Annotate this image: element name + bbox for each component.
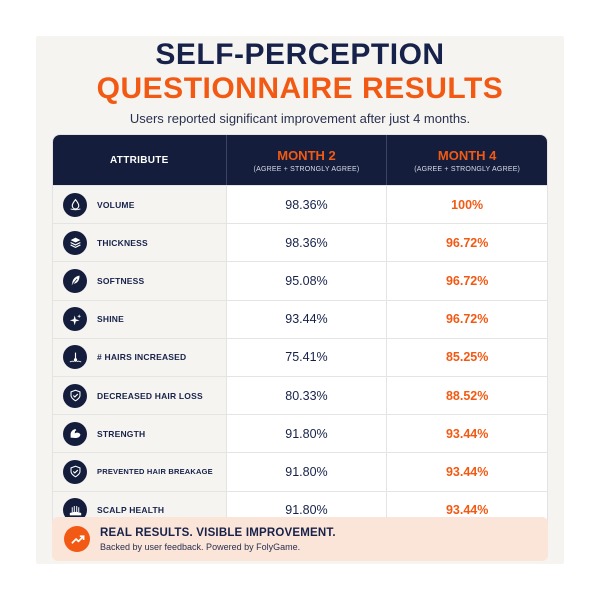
attribute-cell: SOFTNESS [53, 262, 226, 300]
month4-value: 85.25% [386, 338, 547, 376]
month2-value: 98.36% [225, 186, 387, 224]
table-row: SOFTNESS 95.08% 96.72% [53, 261, 547, 300]
attribute-label: VOLUME [97, 199, 135, 210]
month2-value: 98.36% [225, 224, 387, 262]
table-row: VOLUME 98.36% 100% [53, 185, 547, 224]
results-table: ATTRIBUTE MONTH 2 (AGREE + STRONGLY AGRE… [52, 134, 548, 530]
page-title-line2: QUESTIONNAIRE RESULTS [96, 72, 504, 105]
page-title-line1: SELF-PERCEPTION [155, 38, 445, 71]
month2-value: 80.33% [225, 376, 387, 415]
results-banner: REAL RESULTS. VISIBLE IMPROVEMENT. Backe… [52, 517, 548, 561]
attribute-cell: DECREASED HAIR LOSS [53, 376, 226, 415]
month4-value: 93.44% [386, 415, 547, 453]
attribute-cell: VOLUME [53, 186, 226, 224]
hair-follicle-icon [63, 345, 87, 370]
attribute-label: PREVENTED HAIR BREAKAGE [97, 467, 213, 477]
column-header-month4: MONTH 4 (AGREE + STRONGLY AGREE) [386, 135, 547, 185]
month4-sublabel: (AGREE + STRONGLY AGREE) [414, 165, 521, 173]
table-row: DECREASED HAIR LOSS 80.33% 88.52% [53, 375, 547, 415]
month4-value: 100% [386, 186, 547, 224]
month2-label: MONTH 2 [277, 147, 336, 163]
attribute-label: SHINE [97, 314, 124, 325]
trending-up-icon [64, 526, 90, 552]
attribute-cell: # HAIRS INCREASED [53, 338, 226, 376]
month4-label: MONTH 4 [437, 147, 497, 163]
month4-value: 96.72% [386, 262, 547, 300]
page-subtitle: Users reported significant improvement a… [129, 111, 471, 126]
layers-icon [63, 230, 87, 255]
attribute-label: DECREASED HAIR LOSS [97, 390, 203, 401]
feather-icon [63, 268, 87, 293]
droplet-icon [63, 192, 87, 217]
month4-value: 96.72% [386, 224, 547, 262]
attribute-cell: STRENGTH [53, 415, 226, 453]
attribute-label: SOFTNESS [97, 275, 145, 286]
attribute-label: STRENGTH [97, 428, 146, 439]
table-row: SHINE 93.44% 96.72% [53, 299, 547, 338]
attribute-cell: THICKNESS [53, 224, 226, 262]
table-row: # HAIRS INCREASED 75.41% 85.25% [53, 337, 547, 376]
table-header: ATTRIBUTE MONTH 2 (AGREE + STRONGLY AGRE… [53, 135, 547, 185]
column-header-month2: MONTH 2 (AGREE + STRONGLY AGREE) [225, 135, 387, 185]
attribute-label: SCALP HEALTH [97, 505, 165, 516]
attribute-cell: SHINE [53, 300, 226, 338]
shield-check-icon [63, 459, 87, 484]
month4-value: 96.72% [386, 300, 547, 338]
attribute-cell: PREVENTED HAIR BREAKAGE [53, 453, 226, 491]
attribute-label: # HAIRS INCREASED [97, 352, 187, 363]
table-row: PREVENTED HAIR BREAKAGE 91.80% 93.44% [53, 452, 547, 491]
banner-title: REAL RESULTS. VISIBLE IMPROVEMENT. [100, 526, 336, 539]
table-row: STRENGTH 91.80% 93.44% [53, 414, 547, 453]
month2-sublabel: (AGREE + STRONGLY AGREE) [253, 165, 360, 173]
month2-value: 95.08% [225, 262, 387, 300]
month4-value: 88.52% [386, 376, 547, 415]
month2-value: 91.80% [225, 453, 387, 491]
attribute-label: THICKNESS [97, 237, 148, 248]
month2-value: 93.44% [225, 300, 387, 338]
column-header-attribute: ATTRIBUTE [110, 154, 169, 166]
table-row: THICKNESS 98.36% 96.72% [53, 223, 547, 262]
month2-value: 75.41% [225, 338, 387, 376]
sparkle-icon [63, 307, 87, 332]
month2-value: 91.80% [225, 415, 387, 453]
banner-subtitle: Backed by user feedback. Powered by Foly… [100, 541, 301, 552]
flexed-arm-icon [63, 421, 87, 446]
banner-text: REAL RESULTS. VISIBLE IMPROVEMENT. Backe… [100, 527, 336, 552]
shield-check-icon [63, 383, 87, 408]
month4-value: 93.44% [386, 453, 547, 491]
